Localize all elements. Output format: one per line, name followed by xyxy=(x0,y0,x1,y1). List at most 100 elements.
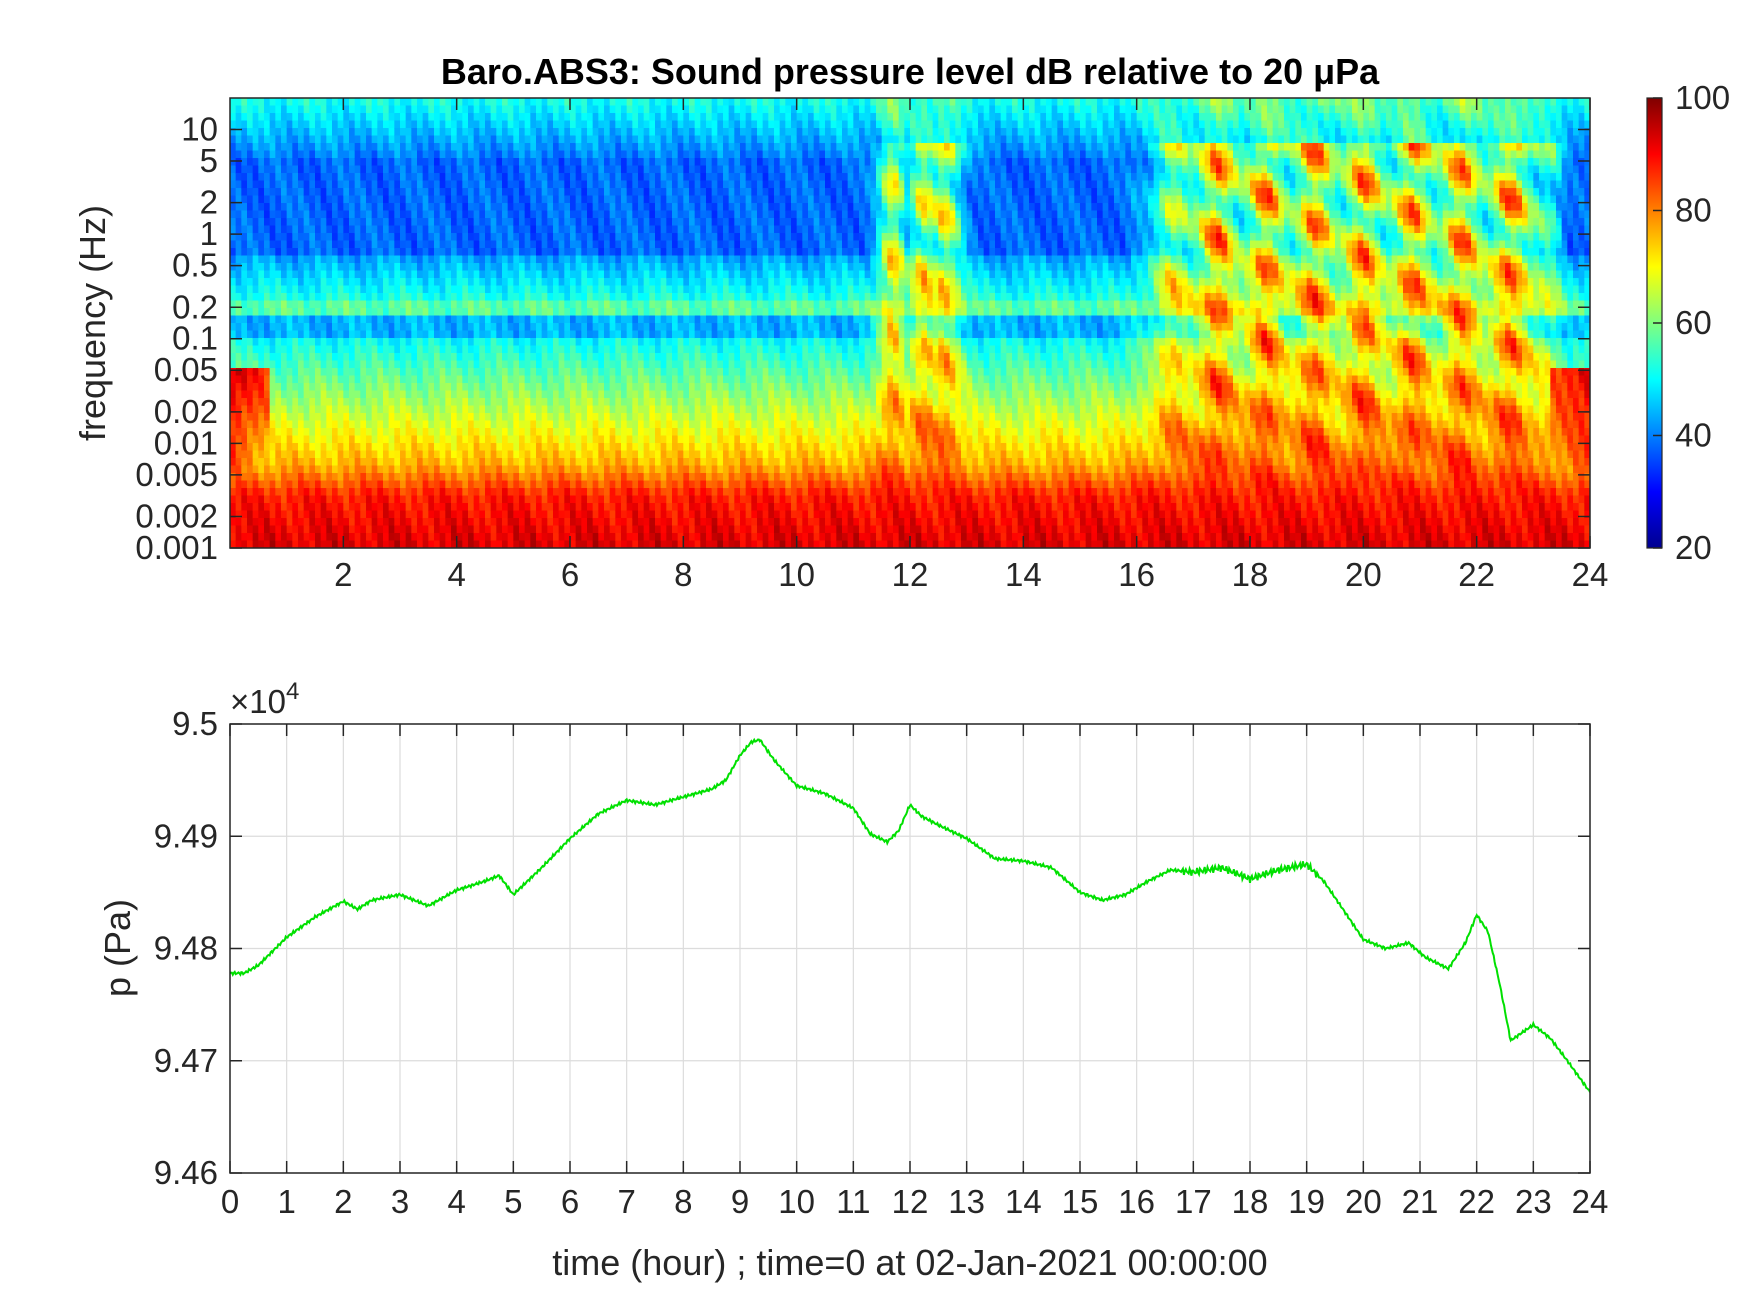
heatmap-cell xyxy=(337,263,344,272)
heatmap-cell xyxy=(360,533,367,542)
heatmap-cell xyxy=(592,188,599,197)
heatmap-cell xyxy=(275,458,282,467)
heatmap-cell xyxy=(258,120,265,129)
heatmap-cell xyxy=(632,323,639,332)
heatmap-cell xyxy=(575,383,582,392)
heatmap-cell xyxy=(683,218,690,227)
heatmap-cell xyxy=(428,458,435,467)
heatmap-cell xyxy=(315,353,322,362)
heatmap-cell xyxy=(394,113,401,122)
heatmap-cell xyxy=(649,150,656,159)
heatmap-cell xyxy=(445,180,452,189)
heatmap-cell xyxy=(434,233,441,242)
heatmap-cell xyxy=(519,240,526,249)
heatmap-cell xyxy=(547,488,554,497)
heatmap-cell xyxy=(587,285,594,294)
heatmap-cell xyxy=(371,533,378,542)
heatmap-cell xyxy=(485,143,492,152)
heatmap-cell xyxy=(428,180,435,189)
heatmap-cell xyxy=(694,270,701,279)
heatmap-cell xyxy=(530,173,537,182)
heatmap-cell xyxy=(417,465,424,474)
heatmap-cell xyxy=(643,255,650,264)
heatmap-cell xyxy=(439,480,446,489)
heatmap-cell xyxy=(575,450,582,459)
heatmap-cell xyxy=(649,428,656,437)
heatmap-cell xyxy=(400,105,407,114)
heatmap-cell xyxy=(349,458,356,467)
heatmap-cell xyxy=(400,143,407,152)
heatmap-cell xyxy=(235,120,242,129)
heatmap-cell xyxy=(264,488,271,497)
heatmap-cell xyxy=(581,503,588,512)
heatmap-cell xyxy=(581,413,588,422)
heatmap-cell xyxy=(264,105,271,114)
heatmap-cell xyxy=(677,248,684,257)
heatmap-cell xyxy=(343,458,350,467)
heatmap-cell xyxy=(337,255,344,264)
heatmap-cell xyxy=(536,420,543,429)
heatmap-cell xyxy=(570,405,577,414)
heatmap-cell xyxy=(462,375,469,384)
heatmap-cell xyxy=(649,488,656,497)
heatmap-cell xyxy=(286,540,293,548)
heatmap-cell xyxy=(320,465,327,474)
heatmap-cell xyxy=(422,255,429,264)
heatmap-cell xyxy=(649,375,656,384)
heatmap-cell xyxy=(519,383,526,392)
heatmap-cell xyxy=(230,533,237,542)
heatmap-cell xyxy=(269,390,276,399)
heatmap-cell xyxy=(439,375,446,384)
heatmap-cell xyxy=(626,518,633,527)
heatmap-cell xyxy=(558,383,565,392)
heatmap-cell xyxy=(292,263,299,272)
heatmap-cell xyxy=(275,98,282,107)
heatmap-cell xyxy=(519,495,526,504)
heatmap-cell xyxy=(269,368,276,377)
heatmap-cell xyxy=(275,518,282,527)
heatmap-cell xyxy=(422,495,429,504)
heatmap-cell xyxy=(643,345,650,354)
heatmap-cell xyxy=(264,218,271,227)
heatmap-cell xyxy=(536,398,543,407)
heatmap-cell xyxy=(672,120,679,129)
heatmap-cell xyxy=(298,150,305,159)
heatmap-cell xyxy=(479,278,486,287)
heatmap-cell xyxy=(383,495,390,504)
heatmap-cell xyxy=(621,465,628,474)
heatmap-cell xyxy=(241,518,248,527)
heatmap-cell xyxy=(315,173,322,182)
heatmap-cell xyxy=(258,240,265,249)
heatmap-cell xyxy=(541,345,548,354)
heatmap-cell xyxy=(354,413,361,422)
heatmap-cell xyxy=(303,233,310,242)
heatmap-cell xyxy=(303,263,310,272)
heatmap-cell xyxy=(547,165,554,174)
heatmap-cell xyxy=(354,428,361,437)
heatmap-cell xyxy=(655,180,662,189)
heatmap-cell xyxy=(655,525,662,534)
heatmap-cell xyxy=(360,150,367,159)
heatmap-cell xyxy=(286,345,293,354)
heatmap-cell xyxy=(247,488,254,497)
heatmap-cell xyxy=(632,360,639,369)
heatmap-cell xyxy=(434,173,441,182)
heatmap-cell xyxy=(428,353,435,362)
heatmap-cell xyxy=(315,135,322,144)
heatmap-cell xyxy=(677,188,684,197)
heatmap-cell xyxy=(230,240,237,249)
heatmap-cell xyxy=(621,390,628,399)
heatmap-cell xyxy=(411,218,418,227)
heatmap-cell xyxy=(451,203,458,212)
heatmap-cell xyxy=(315,495,322,504)
heatmap-cell xyxy=(666,465,673,474)
heatmap-cell xyxy=(343,135,350,144)
heatmap-cell xyxy=(502,263,509,272)
heatmap-cell xyxy=(513,105,520,114)
heatmap-cell xyxy=(547,195,554,204)
heatmap-cell xyxy=(264,353,271,362)
heatmap-cell xyxy=(247,240,254,249)
heatmap-cell xyxy=(286,128,293,137)
heatmap-cell xyxy=(643,135,650,144)
heatmap-cell xyxy=(604,510,611,519)
